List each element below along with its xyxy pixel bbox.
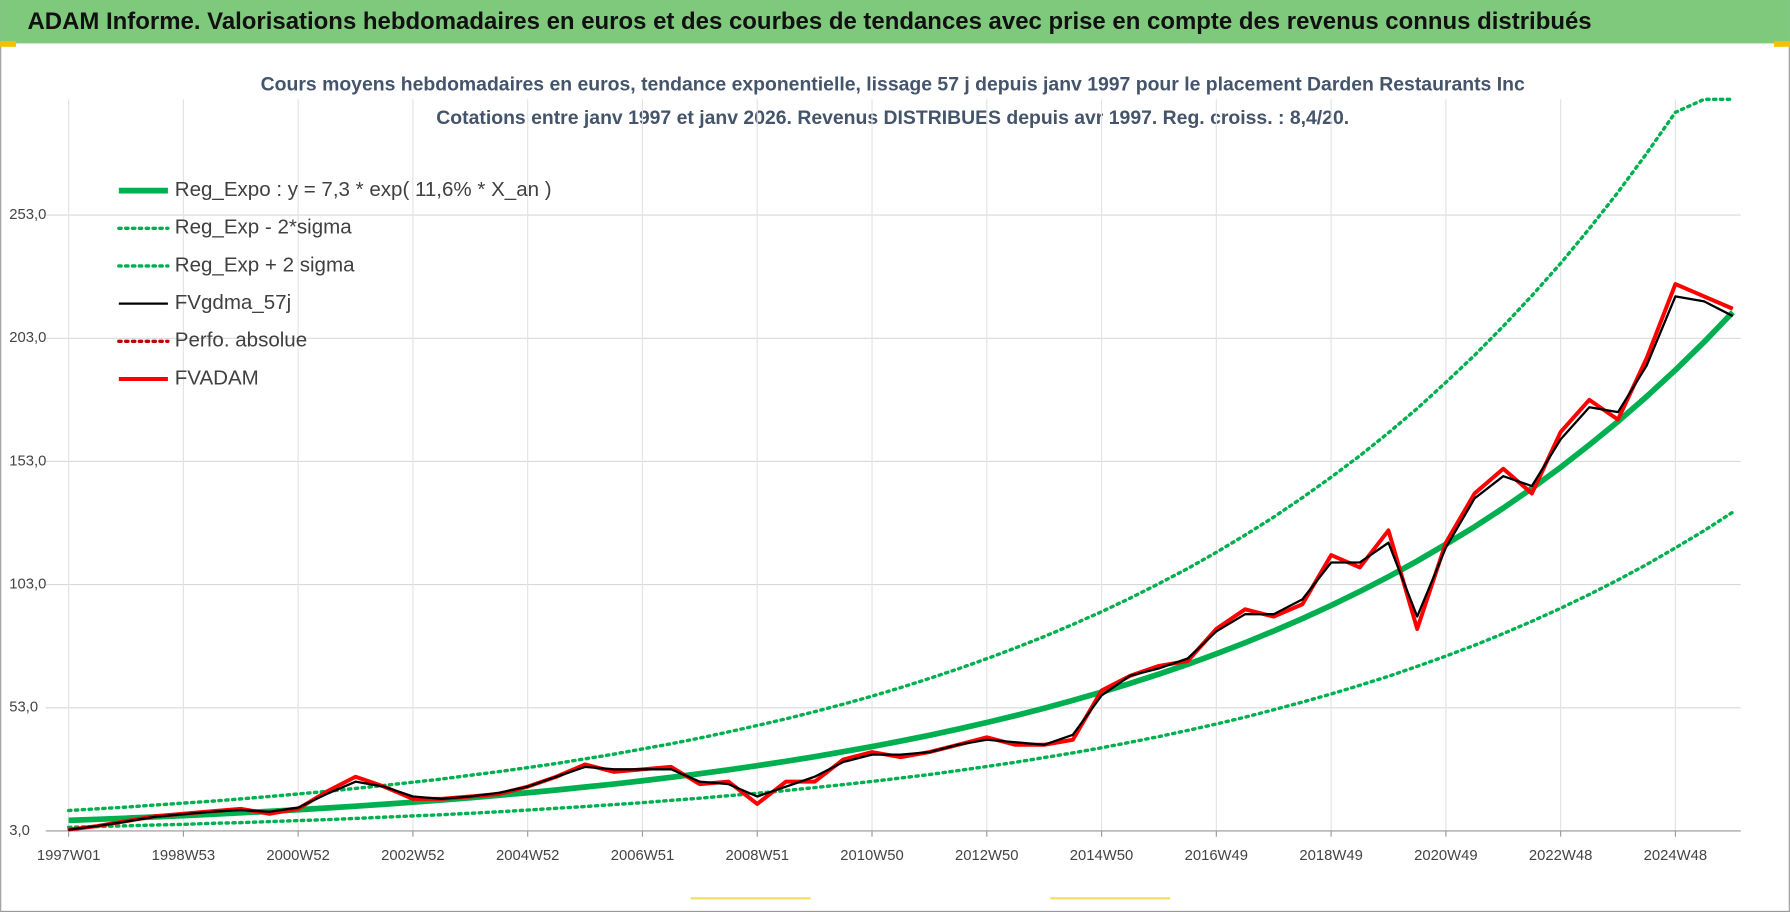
x-tick-label: 2020W49 xyxy=(1414,848,1477,864)
y-tick-label: 203,0 xyxy=(9,330,46,346)
header-bar xyxy=(0,0,1790,44)
data-line xyxy=(68,310,1735,824)
corner-mark xyxy=(0,41,17,47)
data-line xyxy=(66,97,1735,813)
legend-label: Reg_Exp + 2 sigma xyxy=(175,253,355,276)
legend-label: FVgdma_57j xyxy=(175,291,291,314)
x-tick-label: 2008W51 xyxy=(725,848,788,864)
x-tick-label: 2006W51 xyxy=(611,848,674,864)
corner-mark xyxy=(1773,41,1790,47)
chart-subtitle: Cotations entre janv 1997 et janv 2026. … xyxy=(436,107,1349,129)
x-tick-label: 1997W01 xyxy=(37,848,100,864)
data-line xyxy=(68,282,1734,832)
page-title: ADAM Informe. Valorisations hebdomadaire… xyxy=(28,8,1592,35)
x-tick-label: 2024W48 xyxy=(1644,848,1707,864)
y-tick-label: 53,0 xyxy=(9,700,38,716)
x-tick-label: 2014W50 xyxy=(1070,848,1133,864)
legend-label: Reg_Expo : y = 7,3 * exp( 11,6% * X_an ) xyxy=(175,178,552,201)
legend-label: Perfo. absolue xyxy=(175,329,307,352)
x-tick-label: 2004W52 xyxy=(496,848,559,864)
x-tick-label: 2012W50 xyxy=(955,848,1018,864)
y-tick-label: 253,0 xyxy=(9,207,46,223)
x-tick-label: 2022W48 xyxy=(1529,848,1592,864)
legend-label: Reg_Exp - 2*sigma xyxy=(175,216,352,239)
data-line xyxy=(66,510,1735,830)
data-line xyxy=(68,295,1734,831)
x-tick-label: 2018W49 xyxy=(1299,848,1362,864)
y-tick-label: 103,0 xyxy=(9,577,46,593)
x-tick-label: 2000W52 xyxy=(266,848,329,864)
x-tick-label: 1998W53 xyxy=(152,848,215,864)
y-tick-label: 3,0 xyxy=(9,823,30,839)
x-tick-label: 2016W49 xyxy=(1185,848,1248,864)
x-tick-label: 2010W50 xyxy=(840,848,903,864)
x-tick-label: 2002W52 xyxy=(381,848,444,864)
chart-subtitle: Cours moyens hebdomadaires en euros, ten… xyxy=(261,74,1525,96)
y-tick-label: 153,0 xyxy=(9,453,46,469)
legend-label: FVADAM xyxy=(175,366,259,389)
